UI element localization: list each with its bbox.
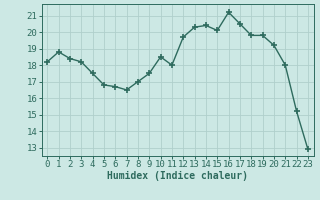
X-axis label: Humidex (Indice chaleur): Humidex (Indice chaleur) <box>107 171 248 181</box>
